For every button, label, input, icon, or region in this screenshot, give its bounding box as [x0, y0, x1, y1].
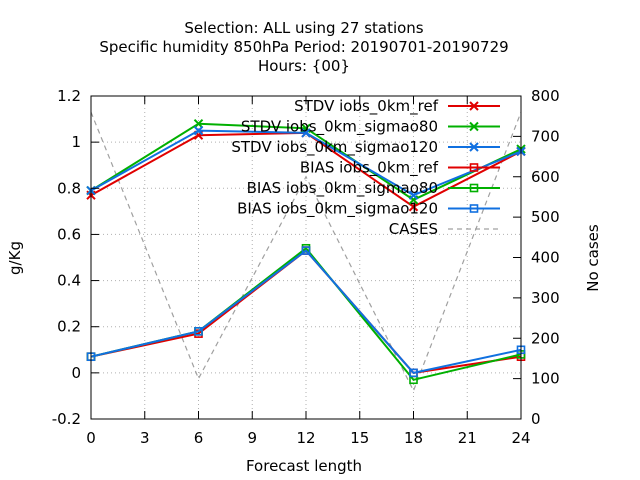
y-tick-label: 0 [71, 364, 81, 382]
data-point [193, 125, 204, 136]
y-tick-labels: -0.2 0 0.2 0.4 0.6 0.8 1 1.2 [52, 87, 81, 428]
marker-stroke [408, 202, 419, 212]
y-axis-label: g/Kg [6, 241, 24, 275]
data-point [193, 118, 204, 129]
legend-marker [469, 163, 479, 172]
legend: STDV iobs_0km_ref STDV iobs_0km_sigmao80S… [231, 97, 500, 238]
y2-tick-labels: 0 100 200 300 400 500 600 700 800 [531, 87, 560, 428]
series-6 [90, 111, 522, 393]
y2-tick-label: 600 [531, 168, 560, 186]
legend-label: STDV iobs_0km_ref [294, 97, 439, 116]
legend-marker [469, 101, 479, 111]
marker-stroke [408, 190, 419, 200]
ticks [90, 95, 522, 420]
data-point [194, 327, 203, 336]
x-axis-label: Forecast length [246, 457, 362, 475]
data-point [409, 368, 418, 378]
legend-item: STDV iobs_0km_ref [294, 97, 500, 116]
data-point [301, 128, 311, 138]
series-line [90, 249, 522, 375]
title-line-1: Selection: ALL using 27 stations [184, 19, 423, 37]
legend-marker [469, 204, 479, 213]
legend-marker [469, 121, 479, 132]
legend-label: STDV iobs_0km_sigmao80 [241, 118, 438, 137]
legend-label: CASES [389, 220, 438, 238]
legend-marker [469, 183, 479, 193]
x-tick-label: 12 [296, 429, 315, 447]
marker-stroke [469, 121, 479, 132]
series-line [90, 111, 522, 393]
legend-item: STDV iobs_0km_sigmao120 [231, 138, 500, 157]
y2-tick-label: 300 [531, 289, 560, 307]
legend-label: BIAS iobs_0km_ref [300, 159, 439, 178]
legend-marker [469, 142, 479, 152]
y2-axis-label: No cases [584, 224, 602, 292]
cases-series-layer [90, 111, 522, 393]
y2-tick-label: 800 [531, 87, 560, 105]
y2-tick-label: 0 [531, 410, 541, 428]
legend-item: BIAS iobs_0km_sigmao120 [237, 200, 500, 219]
legend-item: CASES [389, 220, 500, 238]
data-point [408, 190, 419, 200]
marker-stroke [193, 118, 204, 129]
legend-item: BIAS iobs_0km_sigmao80 [247, 179, 500, 198]
x-tick-label: 24 [511, 429, 530, 447]
x-tick-label: 9 [247, 429, 257, 447]
chart-title: Selection: ALL using 27 stations Specifi… [99, 19, 508, 75]
y2-tick-label: 100 [531, 370, 560, 388]
y2-tick-label: 500 [531, 208, 560, 226]
y-tick-label: 1.2 [57, 87, 81, 105]
y-tick-label: 1 [71, 133, 81, 151]
x-tick-label: 3 [140, 429, 150, 447]
x-tick-label: 15 [350, 429, 369, 447]
x-tick-label: 0 [86, 429, 96, 447]
y-tick-label: 0.8 [57, 179, 81, 197]
x-tick-label: 18 [404, 429, 423, 447]
y-tick-label: -0.2 [52, 410, 81, 428]
legend-label: STDV iobs_0km_sigmao120 [231, 138, 438, 157]
marker-stroke [469, 142, 479, 152]
legend-label: BIAS iobs_0km_sigmao80 [247, 179, 438, 198]
y2-tick-label: 400 [531, 249, 560, 267]
x-tick-label: 21 [458, 429, 477, 447]
y-tick-label: 0.6 [57, 225, 81, 243]
y2-tick-label: 700 [531, 127, 560, 145]
y2-tick-label: 200 [531, 329, 560, 347]
data-point [301, 246, 311, 255]
marker-stroke [469, 101, 479, 111]
legend-label: BIAS iobs_0km_sigmao120 [237, 200, 438, 219]
legend-item: BIAS iobs_0km_ref [300, 159, 500, 178]
x-tick-label: 6 [194, 429, 204, 447]
title-line-2: Specific humidity 850hPa Period: 2019070… [99, 38, 508, 56]
marker-stroke [301, 128, 311, 138]
y-tick-label: 0.2 [57, 318, 81, 336]
x-tick-labels: 0 3 6 9 12 15 18 21 24 [86, 429, 530, 447]
data-point [408, 202, 419, 212]
title-line-3: Hours: {00} [258, 57, 350, 75]
series-2 [86, 125, 526, 200]
legend-item: STDV iobs_0km_sigmao80 [241, 118, 500, 137]
marker-stroke [193, 125, 204, 136]
y-tick-label: 0.4 [57, 272, 81, 290]
